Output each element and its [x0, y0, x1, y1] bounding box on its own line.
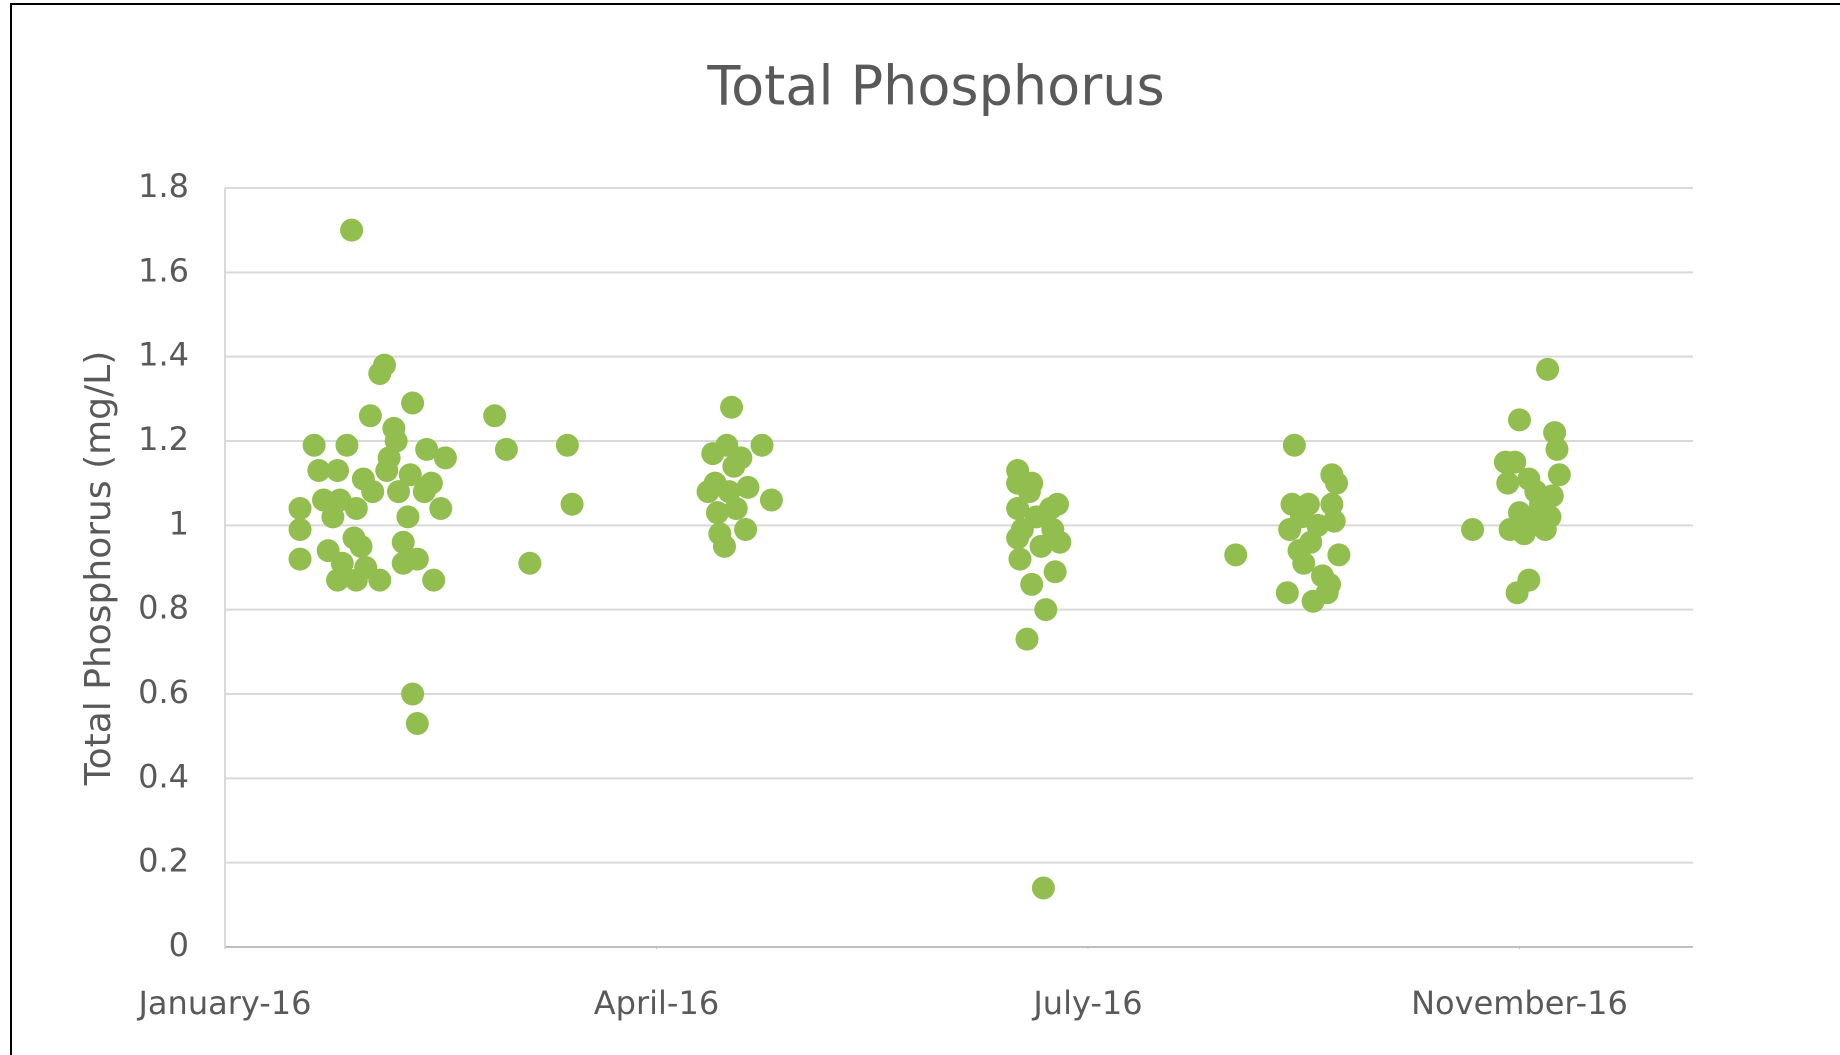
x-tick-label: January-16 [136, 984, 311, 1022]
data-point [1327, 543, 1351, 567]
data-point [311, 488, 335, 512]
data-point [429, 496, 453, 520]
data-point [405, 547, 429, 571]
data-point [422, 568, 446, 592]
frame [10, 3, 1840, 1055]
data-point [1006, 496, 1030, 520]
data-point [1031, 876, 1055, 900]
data-point [1275, 581, 1299, 605]
data-point [1320, 492, 1344, 516]
data-point [1296, 492, 1320, 516]
data-point [288, 547, 312, 571]
data-point [1538, 505, 1562, 529]
data-point [1015, 627, 1039, 651]
data-point [483, 404, 507, 428]
data-point [401, 682, 425, 706]
data-point [288, 496, 312, 520]
data-point [1545, 437, 1569, 461]
y-tick-label: 0.4 [138, 757, 189, 795]
data-point [1224, 543, 1248, 567]
x-tick-label: April-16 [594, 984, 719, 1022]
data-point [1325, 471, 1349, 495]
data-point [1282, 433, 1306, 457]
data-point [344, 496, 368, 520]
data-point [1517, 568, 1541, 592]
data-point [372, 353, 396, 377]
y-tick-label: 1.2 [138, 420, 189, 458]
x-tick-label: November-16 [1411, 984, 1628, 1022]
data-point [340, 218, 364, 242]
data-point [720, 395, 744, 419]
data-point [1496, 471, 1520, 495]
data-point [750, 433, 774, 457]
data-point [384, 429, 408, 453]
data-point [712, 534, 736, 558]
y-tick-label: 0.6 [138, 673, 189, 711]
data-point [1048, 530, 1072, 554]
data-point [1503, 450, 1527, 474]
data-point [1034, 598, 1058, 622]
data-point [759, 488, 783, 512]
data-point [387, 480, 411, 504]
data-point [560, 492, 584, 516]
data-point [433, 446, 457, 470]
y-tick-label: 1.4 [138, 336, 189, 374]
data-point [419, 471, 443, 495]
data-point [1540, 484, 1564, 508]
data-point [1318, 572, 1342, 596]
y-tick-label: 1.8 [138, 167, 189, 205]
data-point [724, 496, 748, 520]
data-point [302, 433, 326, 457]
data-point [1043, 560, 1067, 584]
data-point [696, 480, 720, 504]
data-point [1461, 518, 1485, 542]
data-point [391, 530, 415, 554]
data-point [1292, 551, 1316, 575]
data-point [405, 712, 429, 736]
x-tick-label: July-16 [1031, 984, 1142, 1022]
y-tick-label: 1.6 [138, 251, 189, 289]
data-point [1507, 408, 1531, 432]
data-point [1020, 471, 1044, 495]
data-point [1020, 572, 1044, 596]
data-point [1536, 357, 1560, 381]
data-point [307, 459, 331, 483]
data-point [1045, 492, 1069, 516]
y-axis-label: Total Phosphorus (mg/L) [78, 351, 119, 787]
data-point [729, 446, 753, 470]
y-tick-label: 0 [169, 926, 189, 964]
data-point [368, 568, 392, 592]
data-point [349, 534, 373, 558]
data-point [736, 475, 760, 499]
data-point [361, 480, 385, 504]
data-point [1322, 509, 1346, 533]
y-tick-label: 0.2 [138, 842, 189, 880]
data-point [398, 463, 422, 487]
data-point [288, 518, 312, 542]
data-point [415, 437, 439, 461]
data-point [705, 501, 729, 525]
chart-title: Total Phosphorus [706, 55, 1164, 118]
data-point [1029, 534, 1053, 558]
data-point [1008, 547, 1032, 571]
data-point [494, 437, 518, 461]
data-point [1547, 463, 1571, 487]
data-point [1543, 421, 1567, 445]
data-point [518, 551, 542, 575]
y-tick-label: 0.8 [138, 589, 189, 627]
data-point [734, 518, 758, 542]
data-point [326, 459, 350, 483]
data-point [401, 391, 425, 415]
data-point [396, 505, 420, 529]
data-point [555, 433, 579, 457]
data-point [335, 433, 359, 457]
y-tick-label: 1 [169, 504, 189, 542]
data-point [330, 551, 354, 575]
data-point [1512, 522, 1536, 546]
data-point [358, 404, 382, 428]
